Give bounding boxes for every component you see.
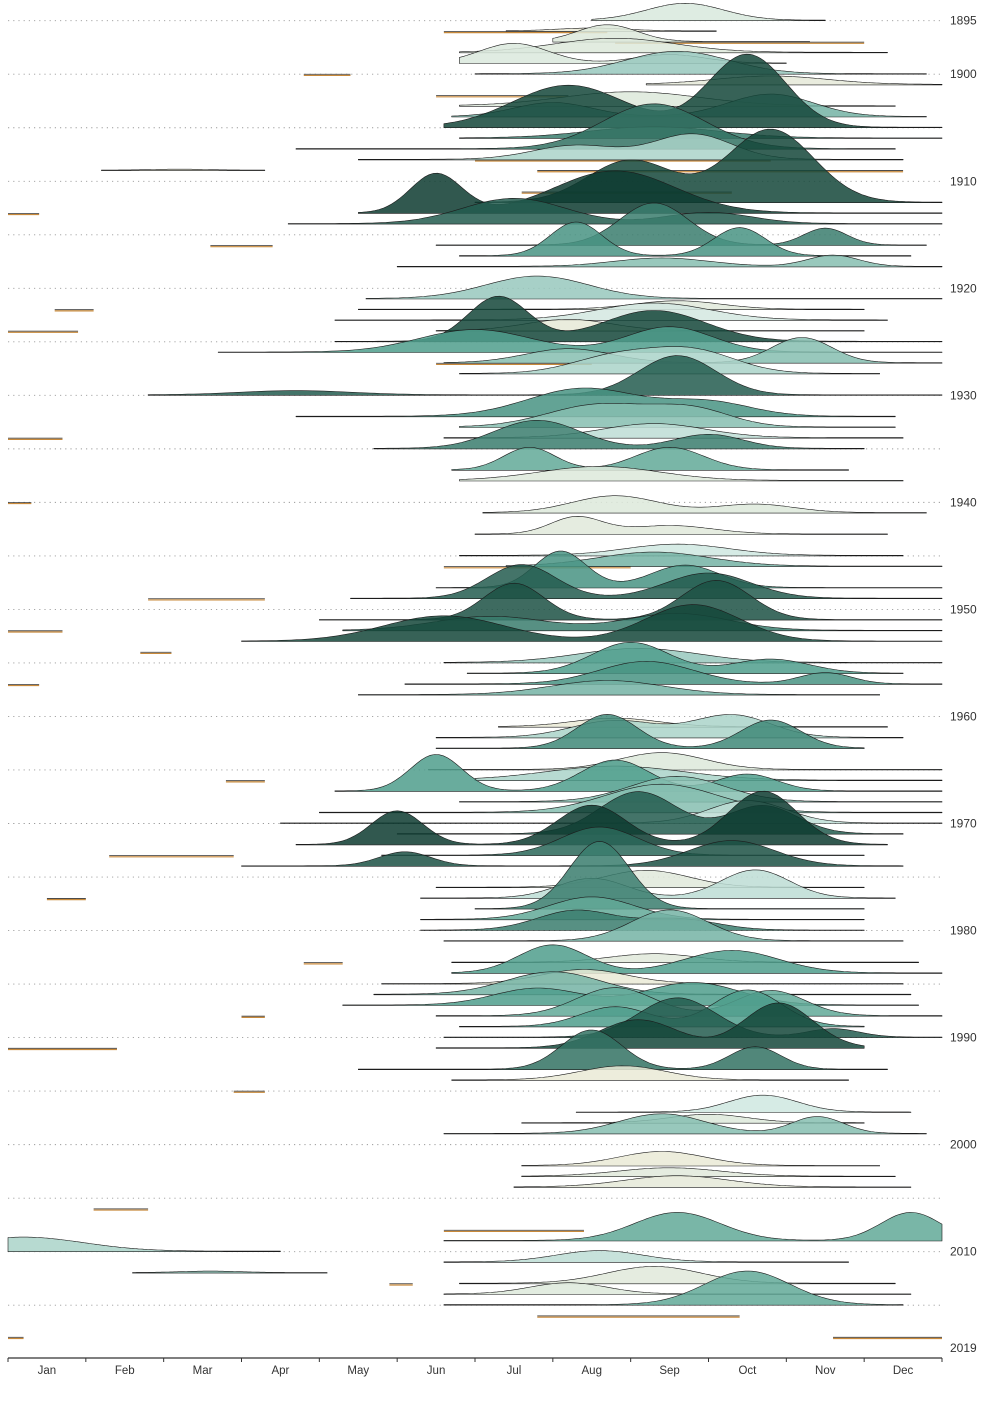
ridge-1979-64 bbox=[420, 896, 865, 921]
ridge-2015-90 bbox=[443, 1270, 904, 1306]
ridge-1916-17 bbox=[435, 202, 927, 246]
ridge-1994-77 bbox=[451, 1065, 849, 1081]
ridge-1968-54 bbox=[459, 776, 943, 803]
ridge-1976-61 bbox=[435, 870, 865, 888]
year-labels: 1895 1900 1910 1920 1930 1940 1950 1960 1970 1980… bbox=[950, 14, 977, 1355]
ridge-1999-80 bbox=[443, 1113, 927, 1135]
ridge-2014-89 bbox=[443, 1282, 912, 1295]
ridge-1908-12 bbox=[358, 133, 904, 161]
minor-segments bbox=[8, 31, 942, 1340]
month-label-dec: Dec bbox=[893, 1365, 914, 1377]
ridge-1923-22 bbox=[334, 302, 888, 321]
ridge-1937-33 bbox=[451, 447, 849, 471]
ridge-2003-82 bbox=[521, 1167, 896, 1177]
ridge-1943-36 bbox=[474, 516, 888, 535]
month-label-jul: Jul bbox=[507, 1365, 522, 1377]
ridge-1913-15 bbox=[358, 170, 943, 214]
ridges bbox=[7, 3, 943, 1306]
year-label-1950: 1950 bbox=[950, 602, 977, 616]
ridge-1978-63 bbox=[474, 841, 865, 910]
year-label-1900: 1900 bbox=[950, 67, 977, 81]
year-label-1940: 1940 bbox=[950, 495, 977, 509]
ridge-1990-74 bbox=[443, 997, 943, 1038]
ridge-1900-5 bbox=[474, 51, 927, 75]
ridge-2011-87 bbox=[443, 1250, 849, 1263]
ridge-1965-51 bbox=[428, 752, 943, 771]
ridge-1945-37 bbox=[459, 543, 904, 557]
ridge-2009-84 bbox=[443, 1212, 943, 1242]
year-label-1980: 1980 bbox=[950, 924, 977, 938]
month-label-aug: Aug bbox=[582, 1365, 602, 1377]
ridge-1955-44 bbox=[443, 648, 943, 664]
ridge-1963-50 bbox=[435, 714, 865, 749]
ridge-1922-21 bbox=[358, 300, 865, 310]
year-label-1930: 1930 bbox=[950, 388, 977, 402]
year-label-1990: 1990 bbox=[950, 1031, 977, 1045]
ridge-1897-2 bbox=[552, 24, 810, 43]
ridge-1991-75 bbox=[435, 1002, 865, 1049]
ridge-1993-76 bbox=[358, 1029, 888, 1070]
ridge-1956-45 bbox=[466, 642, 904, 674]
ridge-1935-32 bbox=[373, 420, 865, 450]
month-label-jan: Jan bbox=[38, 1365, 57, 1377]
ridge-1977-62 bbox=[420, 869, 896, 899]
ridge-2013-88 bbox=[459, 1266, 896, 1285]
ridge-1921-20 bbox=[365, 275, 943, 300]
ridge-1953-43 bbox=[241, 604, 943, 642]
ridge-1901-6 bbox=[645, 75, 943, 86]
ridge-1918-19 bbox=[396, 254, 943, 268]
ridge-1941-35 bbox=[482, 495, 927, 514]
ridge-1972-58 bbox=[295, 790, 888, 846]
ridge-1905-9 bbox=[443, 53, 943, 128]
ridge-1984-68 bbox=[451, 944, 943, 974]
month-label-feb: Feb bbox=[115, 1365, 135, 1377]
year-label-1960: 1960 bbox=[950, 709, 977, 723]
ridge-1933-30 bbox=[459, 403, 896, 428]
ridge-1895-0 bbox=[591, 3, 826, 21]
month-label-mar: Mar bbox=[193, 1365, 213, 1377]
ridge-1914-16 bbox=[287, 198, 943, 225]
ridge-2002-81 bbox=[521, 1151, 880, 1167]
year-label-1910: 1910 bbox=[950, 174, 977, 188]
ridge-1957-46 bbox=[404, 661, 943, 685]
ridge-1981-66 bbox=[443, 909, 904, 942]
month-label-oct: Oct bbox=[738, 1365, 757, 1377]
ridge-1958-47 bbox=[358, 680, 880, 696]
ridge-1967-53 bbox=[334, 754, 943, 792]
month-label-apr: Apr bbox=[271, 1365, 289, 1377]
month-label-may: May bbox=[347, 1365, 369, 1377]
ridge-1997-78 bbox=[575, 1094, 912, 1113]
year-label-2010: 2010 bbox=[950, 1245, 977, 1259]
ridge-1938-34 bbox=[459, 466, 904, 482]
ridge-2010-85 bbox=[7, 1236, 281, 1252]
year-label-1920: 1920 bbox=[950, 281, 977, 295]
month-label-jun: Jun bbox=[427, 1365, 446, 1377]
ridge-1909-13 bbox=[101, 168, 266, 171]
year-label-2019: 2019 bbox=[950, 1341, 977, 1355]
ridge-1932-29 bbox=[295, 387, 896, 418]
year-label-2000: 2000 bbox=[950, 1138, 977, 1152]
x-axis: Jan Feb Mar Apr May Jun Jul Aug Sep Oct Nov Dec bbox=[7, 1357, 943, 1377]
ridge-2012-86 bbox=[132, 1270, 328, 1274]
year-label-1895: 1895 bbox=[950, 14, 977, 28]
month-label-sep: Sep bbox=[659, 1365, 679, 1377]
ridge-2004-83 bbox=[513, 1175, 912, 1188]
month-label-nov: Nov bbox=[815, 1365, 836, 1377]
year-label-1970: 1970 bbox=[950, 817, 977, 831]
